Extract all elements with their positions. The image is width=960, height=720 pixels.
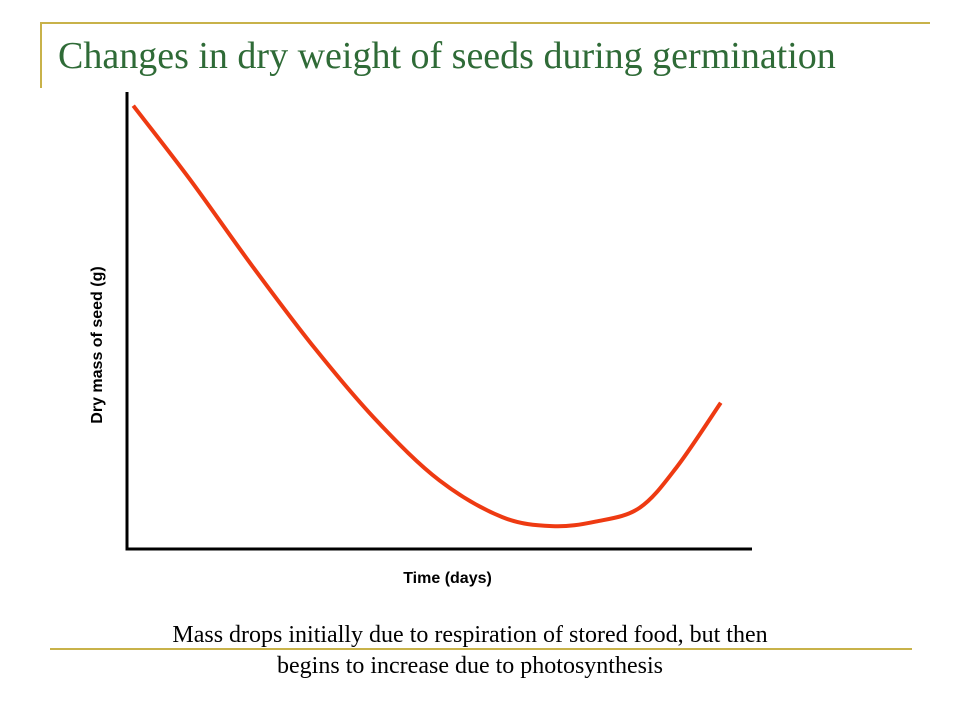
x-axis-label: Time (days) xyxy=(403,570,492,587)
caption-line-1: Mass drops initially due to respiration … xyxy=(172,622,768,648)
left-accent-rule xyxy=(40,22,42,88)
slide-title: Changes in dry weight of seeds during ge… xyxy=(58,35,836,77)
y-axis-label: Dry mass of seed (g) xyxy=(89,266,106,423)
bottom-accent-rule xyxy=(50,648,912,650)
series-layer xyxy=(131,104,723,529)
slide-caption: Mass drops initially due to respiration … xyxy=(40,620,900,682)
top-accent-rule xyxy=(40,22,930,24)
caption-line-2: begins to increase due to photosynthesis xyxy=(277,653,663,679)
series-line-0 xyxy=(131,104,723,529)
